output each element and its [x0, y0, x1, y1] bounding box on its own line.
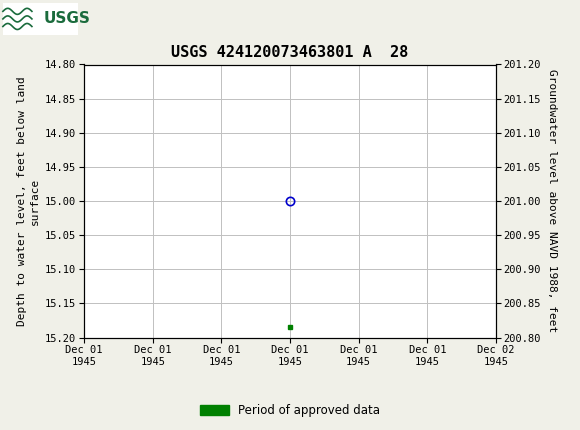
- Y-axis label: Depth to water level, feet below land
surface: Depth to water level, feet below land su…: [17, 76, 39, 326]
- Text: USGS: USGS: [44, 12, 90, 26]
- Bar: [3, 3, 78, 35]
- Text: USGS 424120073463801 A  28: USGS 424120073463801 A 28: [171, 45, 409, 60]
- Y-axis label: Groundwater level above NAVD 1988, feet: Groundwater level above NAVD 1988, feet: [546, 69, 557, 333]
- Legend: Period of approved data: Period of approved data: [195, 399, 385, 422]
